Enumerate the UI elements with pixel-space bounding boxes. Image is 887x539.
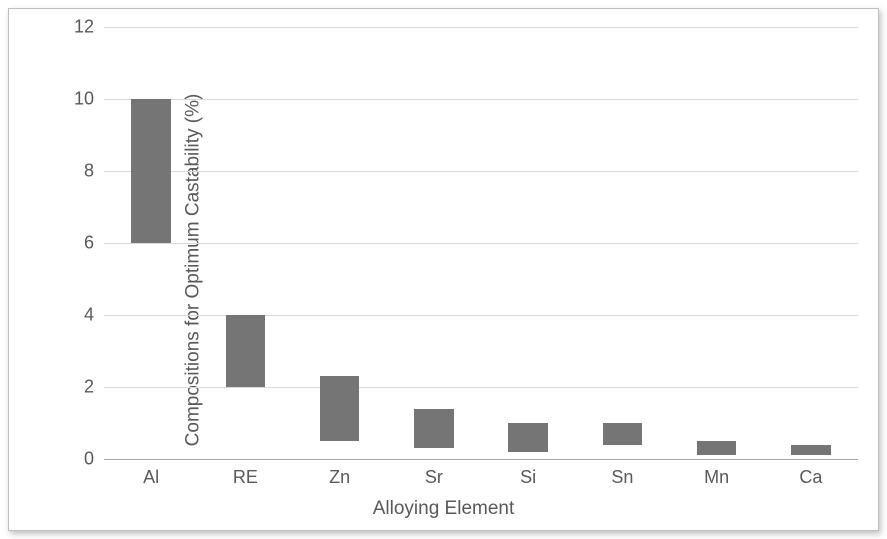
chart-container: Compositions for Optimum Castability (%)… — [8, 8, 879, 531]
gridline — [104, 171, 858, 172]
bar — [414, 409, 454, 449]
x-tick-label: Zn — [329, 467, 350, 488]
y-tick-label: 4 — [84, 304, 94, 325]
bar — [320, 376, 360, 441]
x-tick-label: Si — [520, 467, 536, 488]
bar — [131, 99, 171, 243]
x-tick-label: Al — [143, 467, 159, 488]
gridline — [104, 387, 858, 388]
y-tick-label: 10 — [74, 88, 94, 109]
y-tick-label: 8 — [84, 160, 94, 181]
gridline — [104, 27, 858, 28]
y-tick-label: 2 — [84, 377, 94, 398]
gridline — [104, 243, 858, 244]
y-tick-label: 12 — [74, 17, 94, 38]
x-axis-title: Alloying Element — [373, 498, 515, 520]
bar — [508, 423, 548, 452]
x-tick-label: Sr — [425, 467, 443, 488]
gridline — [104, 99, 858, 100]
x-tick-label: Mn — [704, 467, 729, 488]
y-tick-label: 6 — [84, 233, 94, 254]
bar — [603, 423, 643, 445]
x-tick-label: Sn — [611, 467, 633, 488]
y-tick-label: 0 — [84, 449, 94, 470]
x-tick-label: RE — [233, 467, 258, 488]
bar — [791, 445, 831, 456]
gridline — [104, 315, 858, 316]
plot-area: 024681012AlREZnSrSiSnMnCa — [104, 27, 858, 460]
x-tick-label: Ca — [799, 467, 822, 488]
bar — [697, 441, 737, 455]
bar — [226, 315, 266, 387]
